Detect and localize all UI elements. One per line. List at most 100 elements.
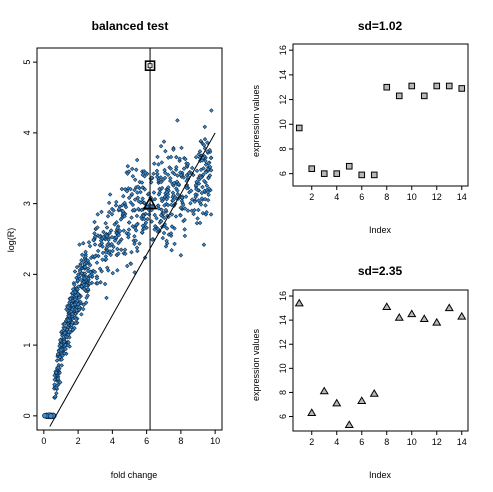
fold-point bbox=[120, 202, 125, 208]
fold-point bbox=[83, 249, 88, 255]
panel3-x-label: Index bbox=[369, 470, 392, 480]
panel1-x-tick-label: 6 bbox=[144, 436, 149, 446]
sd235-point bbox=[369, 388, 379, 397]
sd102-point bbox=[333, 170, 341, 177]
fold-point bbox=[62, 330, 68, 336]
fold-point bbox=[85, 286, 91, 292]
fold-point bbox=[79, 284, 84, 289]
fold-point bbox=[106, 200, 112, 206]
panel3-points bbox=[294, 298, 467, 429]
fold-point bbox=[79, 271, 84, 276]
sd102-point bbox=[445, 82, 453, 90]
fold-point bbox=[192, 199, 198, 204]
fold-point bbox=[98, 280, 103, 285]
fold-point bbox=[182, 206, 188, 211]
fold-point bbox=[168, 166, 173, 171]
fold-point bbox=[128, 261, 134, 267]
fold-point bbox=[134, 245, 140, 250]
panel3-y-tick-label: 12 bbox=[278, 339, 288, 349]
fold-point bbox=[132, 177, 138, 183]
fold-point bbox=[59, 357, 64, 362]
fold-point bbox=[164, 238, 169, 244]
sd235-point bbox=[357, 396, 367, 404]
fold-point bbox=[175, 173, 180, 178]
fold-point bbox=[196, 198, 201, 203]
panel3-y-tick-label: 16 bbox=[278, 291, 288, 301]
fold-point bbox=[161, 230, 167, 236]
fold-point bbox=[193, 194, 198, 200]
fold-point bbox=[141, 213, 146, 219]
fold-point bbox=[165, 202, 171, 208]
panel2-points bbox=[295, 82, 466, 179]
fold-point bbox=[193, 154, 199, 160]
sd235-point bbox=[394, 313, 404, 321]
fold-point bbox=[54, 358, 60, 363]
fold-point bbox=[173, 167, 179, 172]
fold-point bbox=[92, 234, 98, 239]
fold-point bbox=[161, 215, 167, 221]
fold-point bbox=[117, 228, 123, 234]
fold-point bbox=[74, 308, 79, 313]
fold-point bbox=[107, 230, 112, 236]
fold-point bbox=[85, 293, 90, 298]
fold-point bbox=[94, 260, 100, 265]
panel-fold-change: balanced test fold change log(R) 0 2 4 6 8 10… bbox=[6, 19, 223, 480]
fold-point bbox=[200, 184, 205, 190]
fold-point bbox=[77, 263, 83, 268]
fold-point bbox=[95, 212, 100, 217]
sd235-point bbox=[407, 309, 417, 318]
fold-point bbox=[123, 204, 129, 210]
fold-point bbox=[84, 283, 89, 288]
fold-point bbox=[124, 188, 130, 194]
fold-point bbox=[179, 195, 185, 200]
fold-point bbox=[159, 207, 164, 213]
fold-point bbox=[197, 149, 203, 154]
fold-point bbox=[209, 108, 214, 113]
fold-point bbox=[152, 161, 157, 166]
fold-point bbox=[97, 266, 103, 272]
sd235-point bbox=[332, 398, 342, 407]
panel-sd-1-02: sd=1.02 Index expression values 2 4 6 8 10 12… bbox=[251, 19, 469, 235]
fold-point bbox=[82, 276, 87, 281]
fold-point bbox=[134, 222, 139, 227]
highlight-triangle-marker bbox=[142, 195, 158, 210]
fold-point bbox=[183, 156, 188, 162]
fold-point bbox=[156, 162, 161, 167]
fold-point bbox=[94, 276, 100, 281]
fold-point bbox=[81, 302, 86, 307]
panel2-y-tick-label: 6 bbox=[278, 171, 288, 176]
fold-point bbox=[205, 167, 211, 172]
fold-point bbox=[150, 237, 155, 242]
fold-point bbox=[126, 195, 132, 201]
fold-point bbox=[66, 313, 72, 319]
fold-point bbox=[62, 326, 67, 331]
fold-point bbox=[151, 190, 157, 195]
fold-point bbox=[76, 307, 82, 313]
fold-point bbox=[58, 348, 64, 353]
fold-point bbox=[166, 155, 171, 160]
fold-point bbox=[75, 287, 80, 292]
fold-point bbox=[81, 286, 87, 292]
fold-point bbox=[203, 169, 209, 175]
fold-point bbox=[169, 212, 175, 217]
fold-point bbox=[92, 242, 98, 247]
fold-point bbox=[162, 170, 168, 176]
fold-point bbox=[191, 211, 196, 217]
fold-point bbox=[139, 180, 145, 185]
fold-point bbox=[115, 246, 120, 252]
fold-point bbox=[92, 219, 97, 225]
fold-point bbox=[100, 244, 105, 249]
panel3-x-tick-label: 8 bbox=[384, 437, 389, 447]
sd235-point bbox=[294, 298, 304, 307]
fold-point bbox=[104, 233, 110, 239]
fold-point bbox=[193, 182, 199, 188]
fold-point bbox=[86, 240, 92, 245]
fold-point bbox=[91, 237, 96, 243]
fold-point bbox=[106, 237, 111, 243]
fold-point bbox=[142, 226, 147, 231]
fold-point bbox=[92, 254, 98, 259]
fold-point bbox=[205, 140, 210, 145]
fold-point bbox=[178, 205, 183, 211]
panel3-y-tick-label: 14 bbox=[278, 315, 288, 325]
fold-point bbox=[95, 281, 100, 286]
